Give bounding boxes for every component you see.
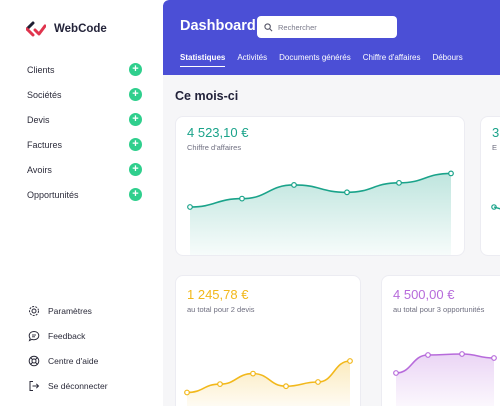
sidebar-bottom-nav: Paramètres Feedback Centre d'aide Se déc… [0, 298, 163, 398]
sidebar: WebCode Clients + Sociétés + Devis + Fac… [0, 0, 163, 406]
sparkline-point [425, 352, 431, 358]
sidebar-item-devis[interactable]: Devis + [0, 107, 163, 132]
sparkline-point [217, 381, 223, 387]
sparkline-point [184, 389, 190, 396]
header: Dashboard Rechercher Statistiques Activi… [163, 0, 500, 75]
page-title: Dashboard [180, 18, 256, 34]
tab-activites[interactable]: Activités [237, 53, 268, 62]
logout-label: Se déconnecter [48, 380, 108, 391]
help-center-link[interactable]: Centre d'aide [0, 348, 163, 373]
add-icon[interactable]: + [129, 88, 142, 101]
search-icon [264, 22, 273, 31]
sidebar-item-factures[interactable]: Factures + [0, 132, 163, 157]
sparkline-area [396, 354, 494, 406]
section-title: Ce mois-ci [175, 89, 239, 103]
help-icon [27, 354, 40, 367]
card-subtitle: au total pour 2 devis [187, 305, 255, 314]
sparkline-point [250, 370, 256, 377]
add-icon[interactable]: + [129, 163, 142, 176]
sidebar-item-label: Devis [27, 114, 50, 125]
card-subtitle: au total pour 3 opportunités [393, 305, 485, 314]
card-value: 1 245,78 € [187, 287, 249, 302]
chat-icon [27, 329, 40, 342]
logo[interactable]: WebCode [26, 21, 107, 37]
feedback-label: Feedback [48, 330, 86, 341]
sidebar-item-opportunites[interactable]: Opportunités + [0, 182, 163, 207]
sidebar-item-label: Opportunités [27, 189, 79, 200]
stat-card-devis[interactable]: 1 245,78 € au total pour 2 devis [175, 275, 361, 406]
stat-card-revenue[interactable]: 4 523,10 € Chiffre d'affaires [175, 116, 465, 256]
tab-documents-generes[interactable]: Documents générés [279, 53, 351, 62]
add-icon[interactable]: + [129, 138, 142, 151]
card-value: 4 523,10 € [187, 125, 249, 140]
add-icon[interactable]: + [129, 63, 142, 76]
sidebar-item-societes[interactable]: Sociétés + [0, 82, 163, 107]
sparkline-point [344, 189, 350, 196]
card-subtitle: E [492, 143, 498, 152]
sparkline-line [186, 360, 351, 394]
sparkline-chart [184, 358, 353, 406]
settings-label: Paramètres [48, 305, 92, 316]
logo-icon [26, 21, 46, 37]
tab-bar: Statistiques Activités Documents générés… [180, 53, 475, 67]
tab-debours[interactable]: Débours [432, 53, 463, 62]
sparkline-start [491, 204, 500, 210]
sidebar-item-label: Avoirs [27, 164, 52, 175]
stat-card-opportunites[interactable]: 4 500,00 € au total pour 3 opportunités [381, 275, 500, 406]
sparkline-point [347, 358, 353, 364]
sidebar-item-clients[interactable]: Clients + [0, 57, 163, 82]
help-center-label: Centre d'aide [48, 355, 99, 366]
sparkline-line [189, 172, 452, 208]
sparkline-point [291, 182, 297, 188]
search-input[interactable]: Rechercher [257, 16, 397, 38]
sparkline-line [395, 353, 495, 374]
app-name: WebCode [54, 23, 107, 35]
sidebar-item-label: Factures [27, 139, 63, 150]
tab-chiffre-affaires[interactable]: Chiffre d'affaires [362, 53, 421, 62]
card-value: 4 500,00 € [393, 287, 455, 302]
sparkline-point [448, 170, 454, 177]
sidebar-item-label: Sociétés [27, 89, 62, 100]
sparkline-point [283, 383, 289, 390]
sparkline-point [315, 379, 321, 385]
gear-icon [27, 304, 40, 317]
add-icon[interactable]: + [129, 113, 142, 126]
tab-statistiques[interactable]: Statistiques [180, 53, 226, 67]
settings-link[interactable]: Paramètres [0, 298, 163, 323]
stat-card-second[interactable]: 3 E [480, 116, 500, 256]
add-icon[interactable]: + [129, 188, 142, 201]
sparkline-chart [187, 170, 454, 255]
sparkline-chart [393, 351, 497, 406]
sidebar-item-label: Clients [27, 64, 55, 75]
sparkline-point [239, 195, 245, 202]
sparkline-point [491, 355, 497, 361]
sparkline-point [393, 370, 399, 376]
sparkline-point [187, 204, 193, 210]
logout-icon [27, 379, 40, 392]
sparkline-area [190, 173, 451, 255]
sparkline-area [187, 361, 350, 406]
logout-link[interactable]: Se déconnecter [0, 373, 163, 398]
sidebar-item-avoirs[interactable]: Avoirs + [0, 157, 163, 182]
sidebar-nav: Clients + Sociétés + Devis + Factures + … [0, 57, 163, 207]
search-placeholder: Rechercher [278, 22, 317, 32]
card-subtitle: Chiffre d'affaires [187, 143, 242, 152]
main-content: Dashboard Rechercher Statistiques Activi… [163, 0, 500, 406]
sparkline-point [459, 351, 465, 357]
feedback-link[interactable]: Feedback [0, 323, 163, 348]
card-value: 3 [492, 125, 500, 140]
sparkline-point [396, 179, 402, 186]
